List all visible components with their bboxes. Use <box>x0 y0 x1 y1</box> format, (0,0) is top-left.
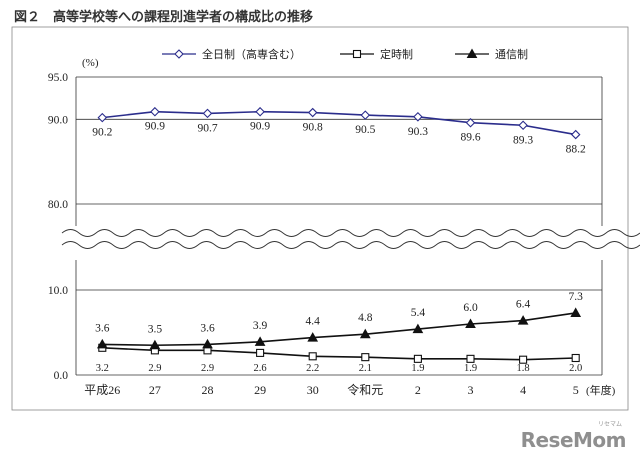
legend: 全日制（高専含む） 定時制 通信制 <box>162 47 528 61</box>
chart-frame <box>11 26 629 411</box>
y-tick-label: 90.0 <box>48 114 68 126</box>
data-point <box>308 352 317 361</box>
data-point <box>466 354 475 363</box>
data-point <box>519 355 528 364</box>
data-label: 90.2 <box>92 127 112 139</box>
data-point <box>150 106 160 117</box>
data-point <box>202 108 213 119</box>
x-tick-label: 2 <box>415 383 421 397</box>
data-point <box>202 338 213 349</box>
y-tick-label: 80.0 <box>48 199 68 211</box>
data-point <box>360 110 371 120</box>
grid <box>76 76 602 376</box>
y-tick-label: 0.0 <box>54 370 69 382</box>
axes <box>75 77 603 375</box>
legend-marker <box>466 48 478 58</box>
series-line <box>102 347 576 361</box>
data-point <box>413 112 423 122</box>
x-tick-label: 29 <box>254 383 266 397</box>
data-point <box>413 354 422 363</box>
data-point <box>465 318 476 328</box>
data-label: 2.0 <box>569 363 582 374</box>
data-point <box>97 112 108 123</box>
data-point <box>149 339 161 350</box>
legend-label: 定時制 <box>380 47 413 61</box>
x-tick-label: 27 <box>149 383 161 397</box>
data-label: 3.6 <box>200 322 215 334</box>
data-point <box>255 106 265 117</box>
data-label: 1.8 <box>517 363 530 374</box>
data-point <box>254 336 266 346</box>
series-line <box>102 110 576 136</box>
data-point <box>359 328 371 339</box>
figure-title: 図２ 高等学校等への課程別進学者の構成比の推移 <box>14 10 314 25</box>
axis-break-wave-top <box>61 229 640 237</box>
legend-marker <box>174 49 184 59</box>
x-tick-label: 28 <box>202 383 214 397</box>
data-point <box>96 338 108 349</box>
data-label: 2.1 <box>359 363 372 374</box>
series <box>96 106 582 364</box>
data-label: 1.9 <box>464 363 477 374</box>
brand-subtext: リセマム <box>597 421 622 428</box>
axis-break-wave-bottom <box>61 241 640 249</box>
data-point <box>571 353 580 363</box>
data-label: 3.6 <box>95 322 110 334</box>
y-unit-label: (%) <box>82 57 99 69</box>
data-label: 4.4 <box>306 316 321 328</box>
x-tick-label: 令和元 <box>347 382 383 397</box>
data-labels: 90.2 90.9 90.7 90.9 90.8 90.5 90.3 89.6 89.3 88.2… <box>92 121 586 374</box>
data-label: 7.3 <box>569 291 584 303</box>
data-point <box>570 129 581 140</box>
data-label: 3.2 <box>96 363 109 374</box>
data-point <box>307 107 318 118</box>
data-label: 88.2 <box>566 144 586 156</box>
axis-break <box>60 229 640 249</box>
data-label: 90.9 <box>145 121 165 133</box>
data-point <box>412 323 424 334</box>
x-unit-label: (年度) <box>586 383 616 397</box>
x-tick-label: 30 <box>307 383 319 397</box>
data-point <box>361 353 370 362</box>
data-label: 2.9 <box>201 363 214 374</box>
data-label: 90.3 <box>408 126 428 138</box>
data-label: 89.6 <box>460 132 480 144</box>
data-label: 4.8 <box>358 312 373 324</box>
brand-logo: ReseMom <box>520 428 627 452</box>
legend-marker <box>352 49 362 59</box>
data-label: 90.5 <box>355 124 375 136</box>
data-label: 90.9 <box>250 121 270 133</box>
data-point <box>570 307 582 317</box>
data-point <box>307 332 319 342</box>
y-tick-label: 95.0 <box>48 72 68 84</box>
axis-break-mask <box>60 232 618 248</box>
x-tick-label: 5 <box>573 383 579 397</box>
legend-label: 全日制（高専含む） <box>202 47 301 61</box>
legend-label: 通信制 <box>495 48 528 61</box>
data-label: 3.9 <box>253 320 268 332</box>
data-label: 3.5 <box>148 323 163 335</box>
data-point <box>465 117 476 128</box>
data-label: 2.9 <box>148 363 161 374</box>
data-label: 89.3 <box>513 134 533 146</box>
data-point <box>256 348 265 357</box>
data-point <box>517 315 529 325</box>
data-label: 2.2 <box>306 363 319 374</box>
y-tick-label: 10.0 <box>48 285 68 297</box>
data-label: 6.0 <box>463 302 478 314</box>
data-label: 90.7 <box>197 122 217 134</box>
data-label: 2.6 <box>254 363 267 374</box>
data-label: 6.4 <box>516 299 531 311</box>
x-tick-label: 平成26 <box>84 383 120 397</box>
x-tick-label: 4 <box>520 383 526 397</box>
tick-labels: 95.0 90.0 80.0 10.0 0.0 (%) (年度) 平成26 27 28 29 30 令和… <box>48 57 616 397</box>
series-line <box>102 312 576 347</box>
data-label: 5.4 <box>411 307 426 319</box>
data-label: 90.8 <box>303 122 323 134</box>
x-tick-label: 3 <box>468 383 474 397</box>
data-point <box>518 120 528 131</box>
data-label: 1.9 <box>411 363 424 374</box>
